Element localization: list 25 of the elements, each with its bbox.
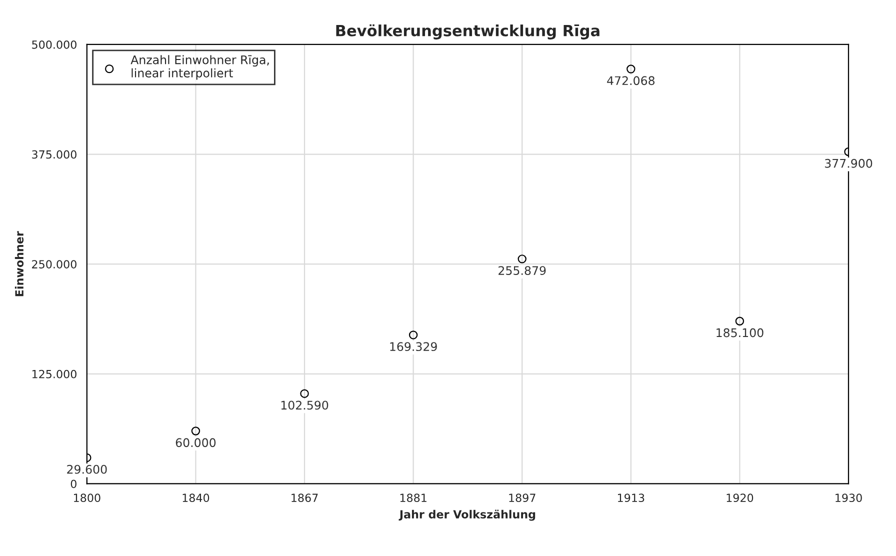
y-tick-label: 375.000 — [32, 150, 76, 159]
data-label: 255.879 — [498, 266, 546, 276]
x-tick-label: 1840 — [182, 494, 210, 502]
data-label: 60.000 — [176, 438, 216, 448]
x-axis-title: Jahr der Volkszählung — [398, 510, 536, 521]
x-tick-label: 1867 — [292, 494, 318, 502]
data-label: 472.068 — [607, 76, 655, 86]
legend-label: Anzahl Einwohner Rīga, linear interpoliert — [130, 55, 269, 80]
data-label: 185.100 — [716, 328, 764, 338]
data-label: 29.600 — [67, 464, 107, 474]
data-label: 102.590 — [281, 400, 328, 410]
data-label: 169.329 — [390, 342, 437, 352]
y-tick-label: 0 — [70, 480, 76, 488]
y-axis-title: Einwohner — [14, 231, 24, 296]
data-label: 377.900 — [825, 158, 872, 168]
y-tick-label: 125.000 — [32, 370, 76, 378]
y-tick-label: 500.000 — [32, 40, 76, 49]
y-tick-label: 250.000 — [32, 260, 76, 268]
x-tick-label: 1913 — [618, 494, 644, 502]
x-tick-label: 1920 — [726, 494, 754, 502]
x-tick-label: 1930 — [836, 494, 862, 502]
x-tick-label: 1897 — [509, 494, 536, 502]
chart-title: Bevölkerungsentwicklung Rīga — [336, 24, 600, 40]
x-tick-label: 1881 — [400, 494, 426, 502]
x-tick-label: 1800 — [74, 494, 100, 502]
